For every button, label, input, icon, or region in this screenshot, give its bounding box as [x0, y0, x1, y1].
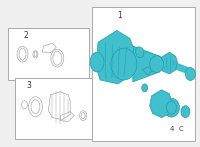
Polygon shape: [96, 30, 134, 84]
Ellipse shape: [142, 84, 148, 92]
Text: 4: 4: [169, 126, 174, 132]
Polygon shape: [150, 90, 172, 118]
Text: 2: 2: [23, 31, 28, 40]
Text: 3: 3: [26, 81, 31, 90]
Polygon shape: [160, 52, 177, 74]
Ellipse shape: [90, 52, 104, 72]
Ellipse shape: [150, 56, 164, 72]
Ellipse shape: [111, 48, 137, 80]
Text: C: C: [179, 126, 184, 132]
Polygon shape: [133, 46, 160, 82]
Polygon shape: [143, 67, 153, 75]
FancyBboxPatch shape: [92, 7, 195, 141]
Ellipse shape: [164, 98, 179, 117]
FancyBboxPatch shape: [15, 78, 92, 139]
Ellipse shape: [167, 101, 176, 114]
FancyBboxPatch shape: [8, 28, 89, 80]
Text: 1: 1: [117, 11, 122, 20]
Ellipse shape: [185, 68, 195, 80]
Ellipse shape: [181, 106, 190, 118]
Ellipse shape: [136, 47, 144, 58]
